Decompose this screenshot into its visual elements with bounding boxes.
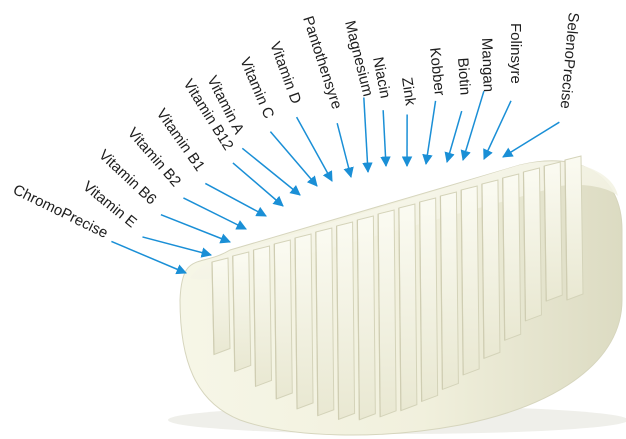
- label-arrow: [336, 123, 354, 179]
- slice-edge: [252, 249, 257, 387]
- tablet-slice: [502, 173, 522, 341]
- tablet-body: [168, 155, 626, 436]
- slice-edge: [294, 237, 298, 409]
- ingredient-label: Pantothensyre: [299, 14, 345, 111]
- tablet-slice: [439, 191, 459, 391]
- tablet-slice: [211, 257, 231, 356]
- slice-edge: [460, 189, 464, 375]
- label-arrow: [422, 100, 437, 166]
- slice-edge: [543, 165, 547, 302]
- slice-edge: [398, 207, 402, 411]
- tablet-slice: [460, 185, 480, 376]
- label-arrow: [380, 110, 391, 168]
- label-arrow: [502, 121, 560, 158]
- label-arrow: [241, 147, 301, 196]
- label-arrow: [204, 182, 267, 217]
- label-arrow: [111, 240, 187, 275]
- slice-edge: [335, 225, 340, 420]
- tablet-slice: [232, 251, 252, 373]
- tablet-slice: [315, 227, 335, 417]
- label-arrow: [232, 162, 284, 207]
- ingredient-label: Kobber: [426, 47, 448, 97]
- slice-edge: [502, 177, 506, 341]
- label-arrow: [444, 110, 463, 164]
- slice-edge: [315, 231, 319, 416]
- ingredient-label: Biotin: [454, 57, 474, 96]
- label-arrow: [269, 131, 318, 187]
- slice-edge: [481, 183, 485, 359]
- slice-edge: [522, 171, 527, 321]
- slice-edge: [419, 201, 423, 402]
- tablet-slice: [377, 209, 397, 418]
- ingredient-label: Mangan: [478, 38, 497, 93]
- label-arrows: [111, 90, 560, 275]
- label-arrow: [483, 100, 512, 160]
- tablet-slice: [419, 197, 439, 403]
- tablet-slice: [398, 203, 418, 412]
- slice-edge: [356, 219, 360, 420]
- tablet-slice: [481, 179, 501, 360]
- ingredient-label: Zink: [398, 76, 419, 107]
- slice-edge: [273, 243, 277, 400]
- label-arrow: [160, 213, 231, 244]
- tablet-slice: [253, 245, 273, 388]
- tablet-slice: [294, 233, 314, 410]
- slice-edge: [439, 195, 444, 390]
- label-arrow: [295, 116, 333, 182]
- slice-edge: [564, 159, 568, 301]
- tablet-slice: [336, 221, 356, 421]
- label-arrow: [362, 97, 373, 174]
- tablet-slice: [356, 215, 376, 421]
- tablet-slice: [522, 167, 542, 322]
- slice-edge: [377, 213, 381, 417]
- ingredient-label: Vitamin C: [236, 55, 277, 121]
- ingredient-label: Folinsyre: [507, 23, 524, 84]
- label-arrow: [183, 197, 247, 230]
- label-arrow: [142, 236, 213, 258]
- tablet-slice: [543, 161, 563, 302]
- slice-edge: [232, 255, 236, 372]
- slice-edge: [211, 261, 215, 355]
- tablet-slice: [564, 155, 584, 301]
- tablet-slice: [273, 239, 293, 400]
- ingredient-label: Vitamin D: [266, 40, 304, 107]
- label-arrow: [460, 90, 485, 162]
- ingredient-label: SelenoPrecise: [557, 12, 582, 110]
